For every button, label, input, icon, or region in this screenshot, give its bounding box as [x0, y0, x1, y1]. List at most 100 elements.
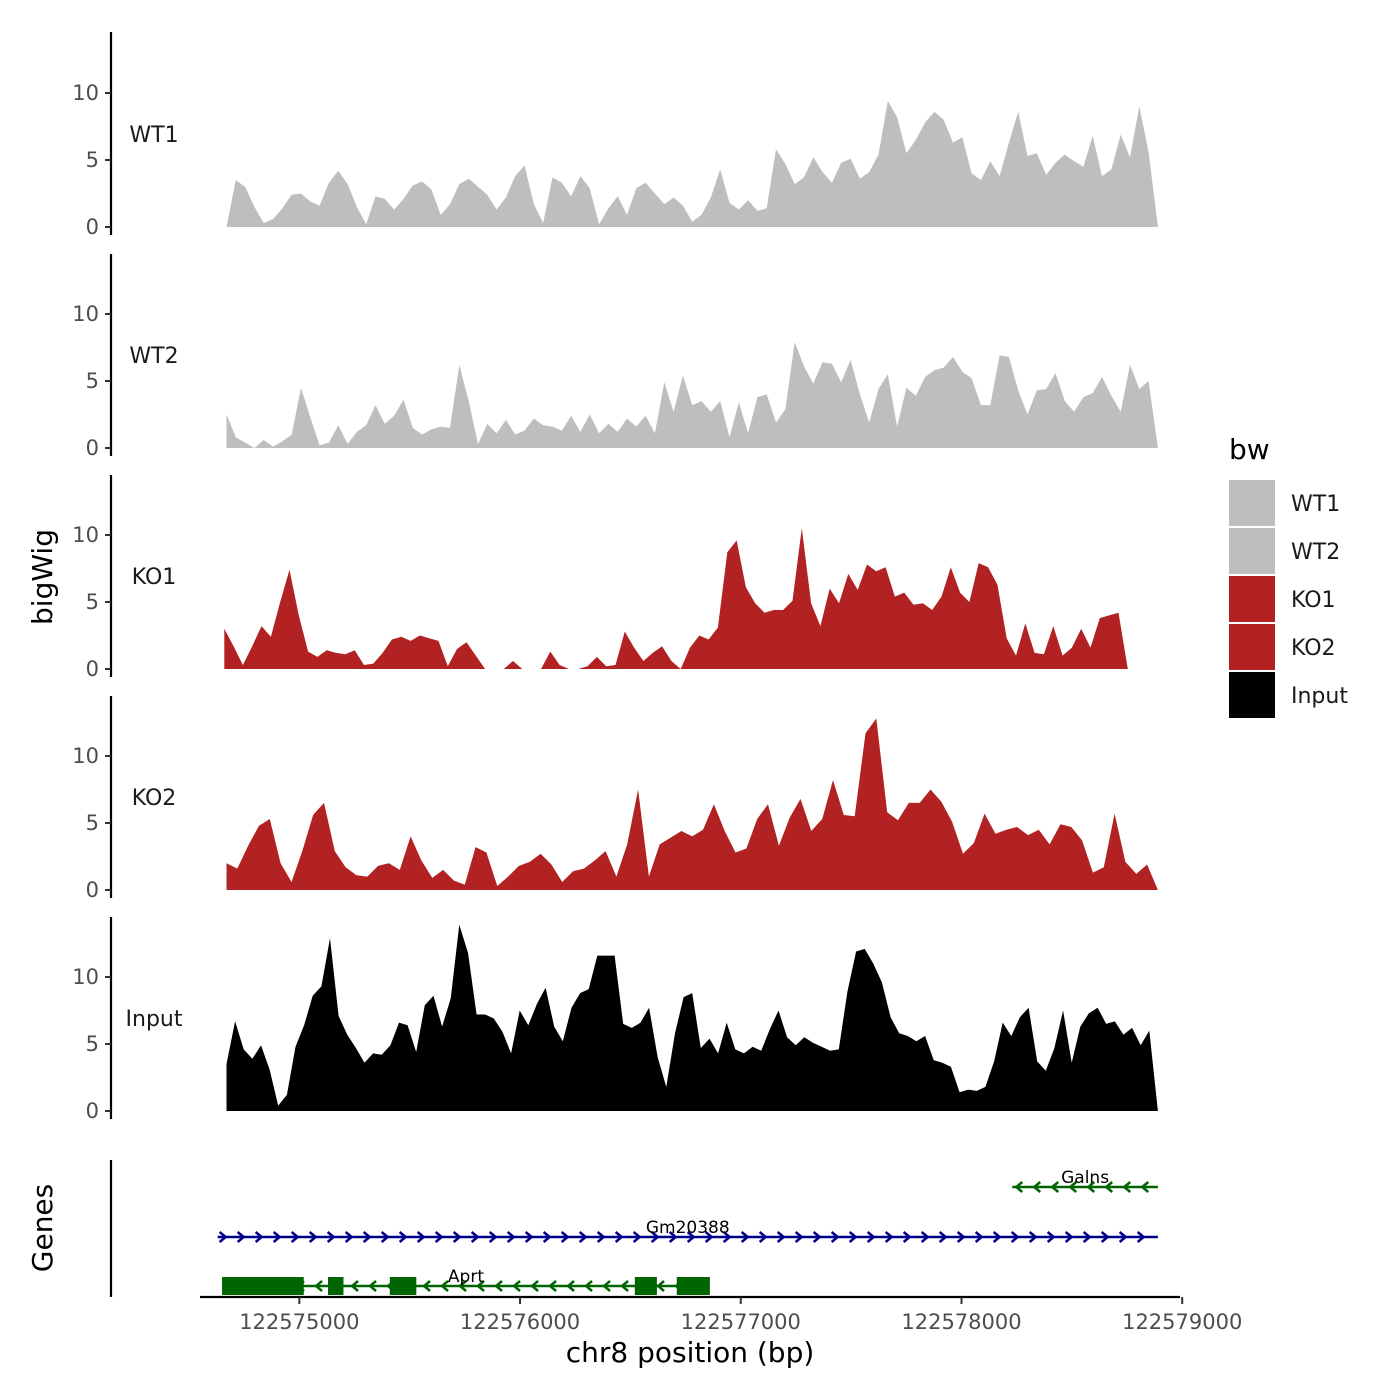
strand-arrow — [506, 1231, 516, 1243]
strand-arrow — [776, 1231, 786, 1243]
y-tick-label: 10 — [72, 744, 99, 768]
strand-arrow — [548, 1280, 557, 1292]
x-axis: 122575000 122576000 122577000 122578000 1225… — [200, 1295, 1242, 1334]
legend-title: bw — [1229, 433, 1270, 466]
x-axis-title: chr8 position (bp) — [566, 1336, 815, 1369]
y-tick-label: 10 — [72, 965, 99, 989]
strand-arrow — [524, 1231, 534, 1243]
strand-arrow — [1068, 1181, 1078, 1193]
strand-arrow — [584, 1280, 593, 1292]
strand-arrow — [398, 1231, 408, 1243]
strand-arrow — [236, 1231, 246, 1243]
legend-item-input: Input — [1229, 672, 1348, 718]
strand-arrow — [368, 1280, 377, 1292]
x-tick-label: 122575000 — [239, 1310, 359, 1334]
x-tick-label: 122578000 — [901, 1310, 1021, 1334]
strand-arrow — [452, 1231, 462, 1243]
gene-gm20388: Gm20388 — [217, 1218, 1158, 1243]
x-tick-label: 122577000 — [681, 1310, 801, 1334]
strand-arrow — [620, 1280, 629, 1292]
strand-arrow — [512, 1280, 521, 1292]
track-label: KO2 — [132, 786, 177, 811]
strand-arrow — [956, 1231, 966, 1243]
exon — [328, 1277, 344, 1295]
strand-arrow — [740, 1231, 750, 1243]
strand-arrow — [1104, 1181, 1114, 1193]
strand-arrow — [440, 1280, 449, 1292]
coverage-area — [226, 342, 1158, 448]
strand-arrow — [578, 1231, 588, 1243]
y-tick-label: 5 — [86, 369, 99, 393]
coverage-area — [226, 924, 1158, 1111]
strand-arrow — [326, 1231, 336, 1243]
track-input: 0 5 10 Input — [72, 917, 1158, 1123]
strand-arrow — [938, 1231, 948, 1243]
strand-arrow — [1100, 1231, 1110, 1243]
strand-arrow — [530, 1280, 539, 1292]
exon — [222, 1277, 304, 1295]
strand-arrow — [362, 1231, 372, 1243]
strand-arrow — [902, 1231, 912, 1243]
strand-arrow — [794, 1231, 804, 1243]
strand-arrow — [560, 1231, 570, 1243]
y-tick-label: 10 — [72, 302, 99, 326]
strand-arrow — [1064, 1231, 1074, 1243]
track-ko2: 0 5 10 KO2 — [72, 696, 1158, 902]
strand-arrow — [884, 1231, 894, 1243]
strand-arrow — [308, 1231, 318, 1243]
strand-arrow — [830, 1231, 840, 1243]
legend-label: WT2 — [1291, 540, 1340, 565]
exon — [634, 1277, 657, 1295]
legend-swatch — [1229, 624, 1275, 670]
track-wt1: 0 5 10 WT1 — [72, 32, 1158, 239]
y-tick-label: 0 — [86, 436, 99, 460]
strand-arrow — [632, 1231, 642, 1243]
strand-arrow — [1136, 1231, 1146, 1243]
strand-arrow — [290, 1231, 300, 1243]
strand-arrow — [974, 1231, 984, 1243]
y-tick-label: 10 — [72, 81, 99, 105]
strand-arrow — [920, 1231, 930, 1243]
legend-label: KO1 — [1291, 588, 1336, 613]
strand-arrow — [602, 1280, 611, 1292]
y-tick-label: 5 — [86, 811, 99, 835]
strand-arrow — [758, 1231, 768, 1243]
strand-arrow — [380, 1231, 390, 1243]
gene-galns: Galns — [1012, 1168, 1158, 1193]
legend-swatch — [1229, 576, 1275, 622]
y-tick-label: 0 — [86, 878, 99, 902]
genes-axis-title: Genes — [26, 1184, 59, 1272]
strand-arrow — [494, 1280, 503, 1292]
strand-arrow — [416, 1231, 426, 1243]
x-tick-label: 122579000 — [1122, 1310, 1242, 1334]
strand-arrow — [344, 1231, 354, 1243]
strand-arrow — [254, 1231, 264, 1243]
strand-arrow — [1140, 1181, 1150, 1193]
strand-arrow — [272, 1231, 282, 1243]
legend-label: KO2 — [1291, 636, 1336, 661]
gene-label: Aprt — [448, 1267, 484, 1287]
strand-arrow — [1086, 1181, 1096, 1193]
gene-aprt: Aprt — [222, 1267, 710, 1295]
strand-arrow — [422, 1280, 431, 1292]
strand-arrow — [350, 1280, 359, 1292]
exon — [676, 1277, 710, 1295]
strand-arrow — [1010, 1231, 1020, 1243]
strand-arrow — [470, 1231, 480, 1243]
strand-arrow — [488, 1231, 498, 1243]
y-tick-label: 10 — [72, 523, 99, 547]
track-ko1: 0 5 10 KO1 — [72, 475, 1156, 681]
gene-track: Galns Gm20388 Aprt — [109, 1160, 1158, 1297]
y-tick-label: 0 — [86, 215, 99, 239]
legend-item-ko1: KO1 — [1229, 576, 1336, 622]
strand-arrow — [434, 1231, 444, 1243]
strand-arrow — [1014, 1181, 1024, 1193]
legend-swatch — [1229, 480, 1275, 526]
strand-arrow — [1122, 1181, 1132, 1193]
legend-label: Input — [1291, 684, 1348, 709]
y-axis-title: bigWig — [26, 529, 59, 625]
bigwig-tracks: 0 5 10 WT1 0 5 10 WT2 0 5 10 KO1 0 5 10 KO2 0 5 10 Input — [72, 32, 1158, 1123]
strand-arrow — [314, 1280, 323, 1292]
strand-arrow — [596, 1231, 606, 1243]
